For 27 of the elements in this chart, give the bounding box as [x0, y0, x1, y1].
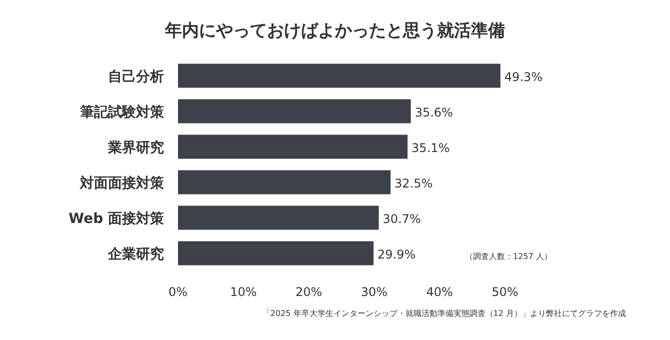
chart-title: 年内にやっておけばよかったと思う就活準備: [164, 21, 505, 41]
y-tick-label: 対面面接対策: [79, 174, 165, 192]
bar: [178, 241, 374, 266]
bar: [178, 134, 408, 159]
bar: [178, 206, 379, 230]
y-tick-label: 筆記試験対策: [79, 103, 165, 120]
data-label: 35.6%: [414, 105, 453, 120]
x-tick-label: 20%: [295, 285, 322, 299]
bar: [178, 170, 391, 194]
y-tick-label: 自己分析: [108, 68, 164, 85]
y-tick-label: 業界研究: [107, 138, 164, 156]
x-tick-label: 50%: [492, 285, 518, 299]
data-label: 35.1%: [412, 140, 450, 155]
x-tick-label: 0%: [168, 285, 188, 299]
data-label: 29.9%: [378, 247, 416, 262]
x-tick-label: 10%: [230, 285, 257, 299]
text: 「2025 年卒大学生インターンシップ・就職活動準備実態調査（12 月）」より弊社にてグラフを作成: [262, 309, 626, 318]
x-tick-label: 40%: [426, 285, 453, 299]
y-tick-label: Web 面接対策: [68, 210, 165, 227]
data-label: 32.5%: [394, 176, 433, 190]
data-label: 30.7%: [382, 212, 421, 226]
x-tick-label: 30%: [360, 285, 388, 299]
y-tick-label: 企業研究: [107, 245, 164, 262]
annotation: （調査人数：1257 人）: [465, 252, 552, 261]
data-label: 49.3%: [504, 70, 543, 84]
bar: [178, 64, 500, 88]
bar: [178, 99, 411, 124]
